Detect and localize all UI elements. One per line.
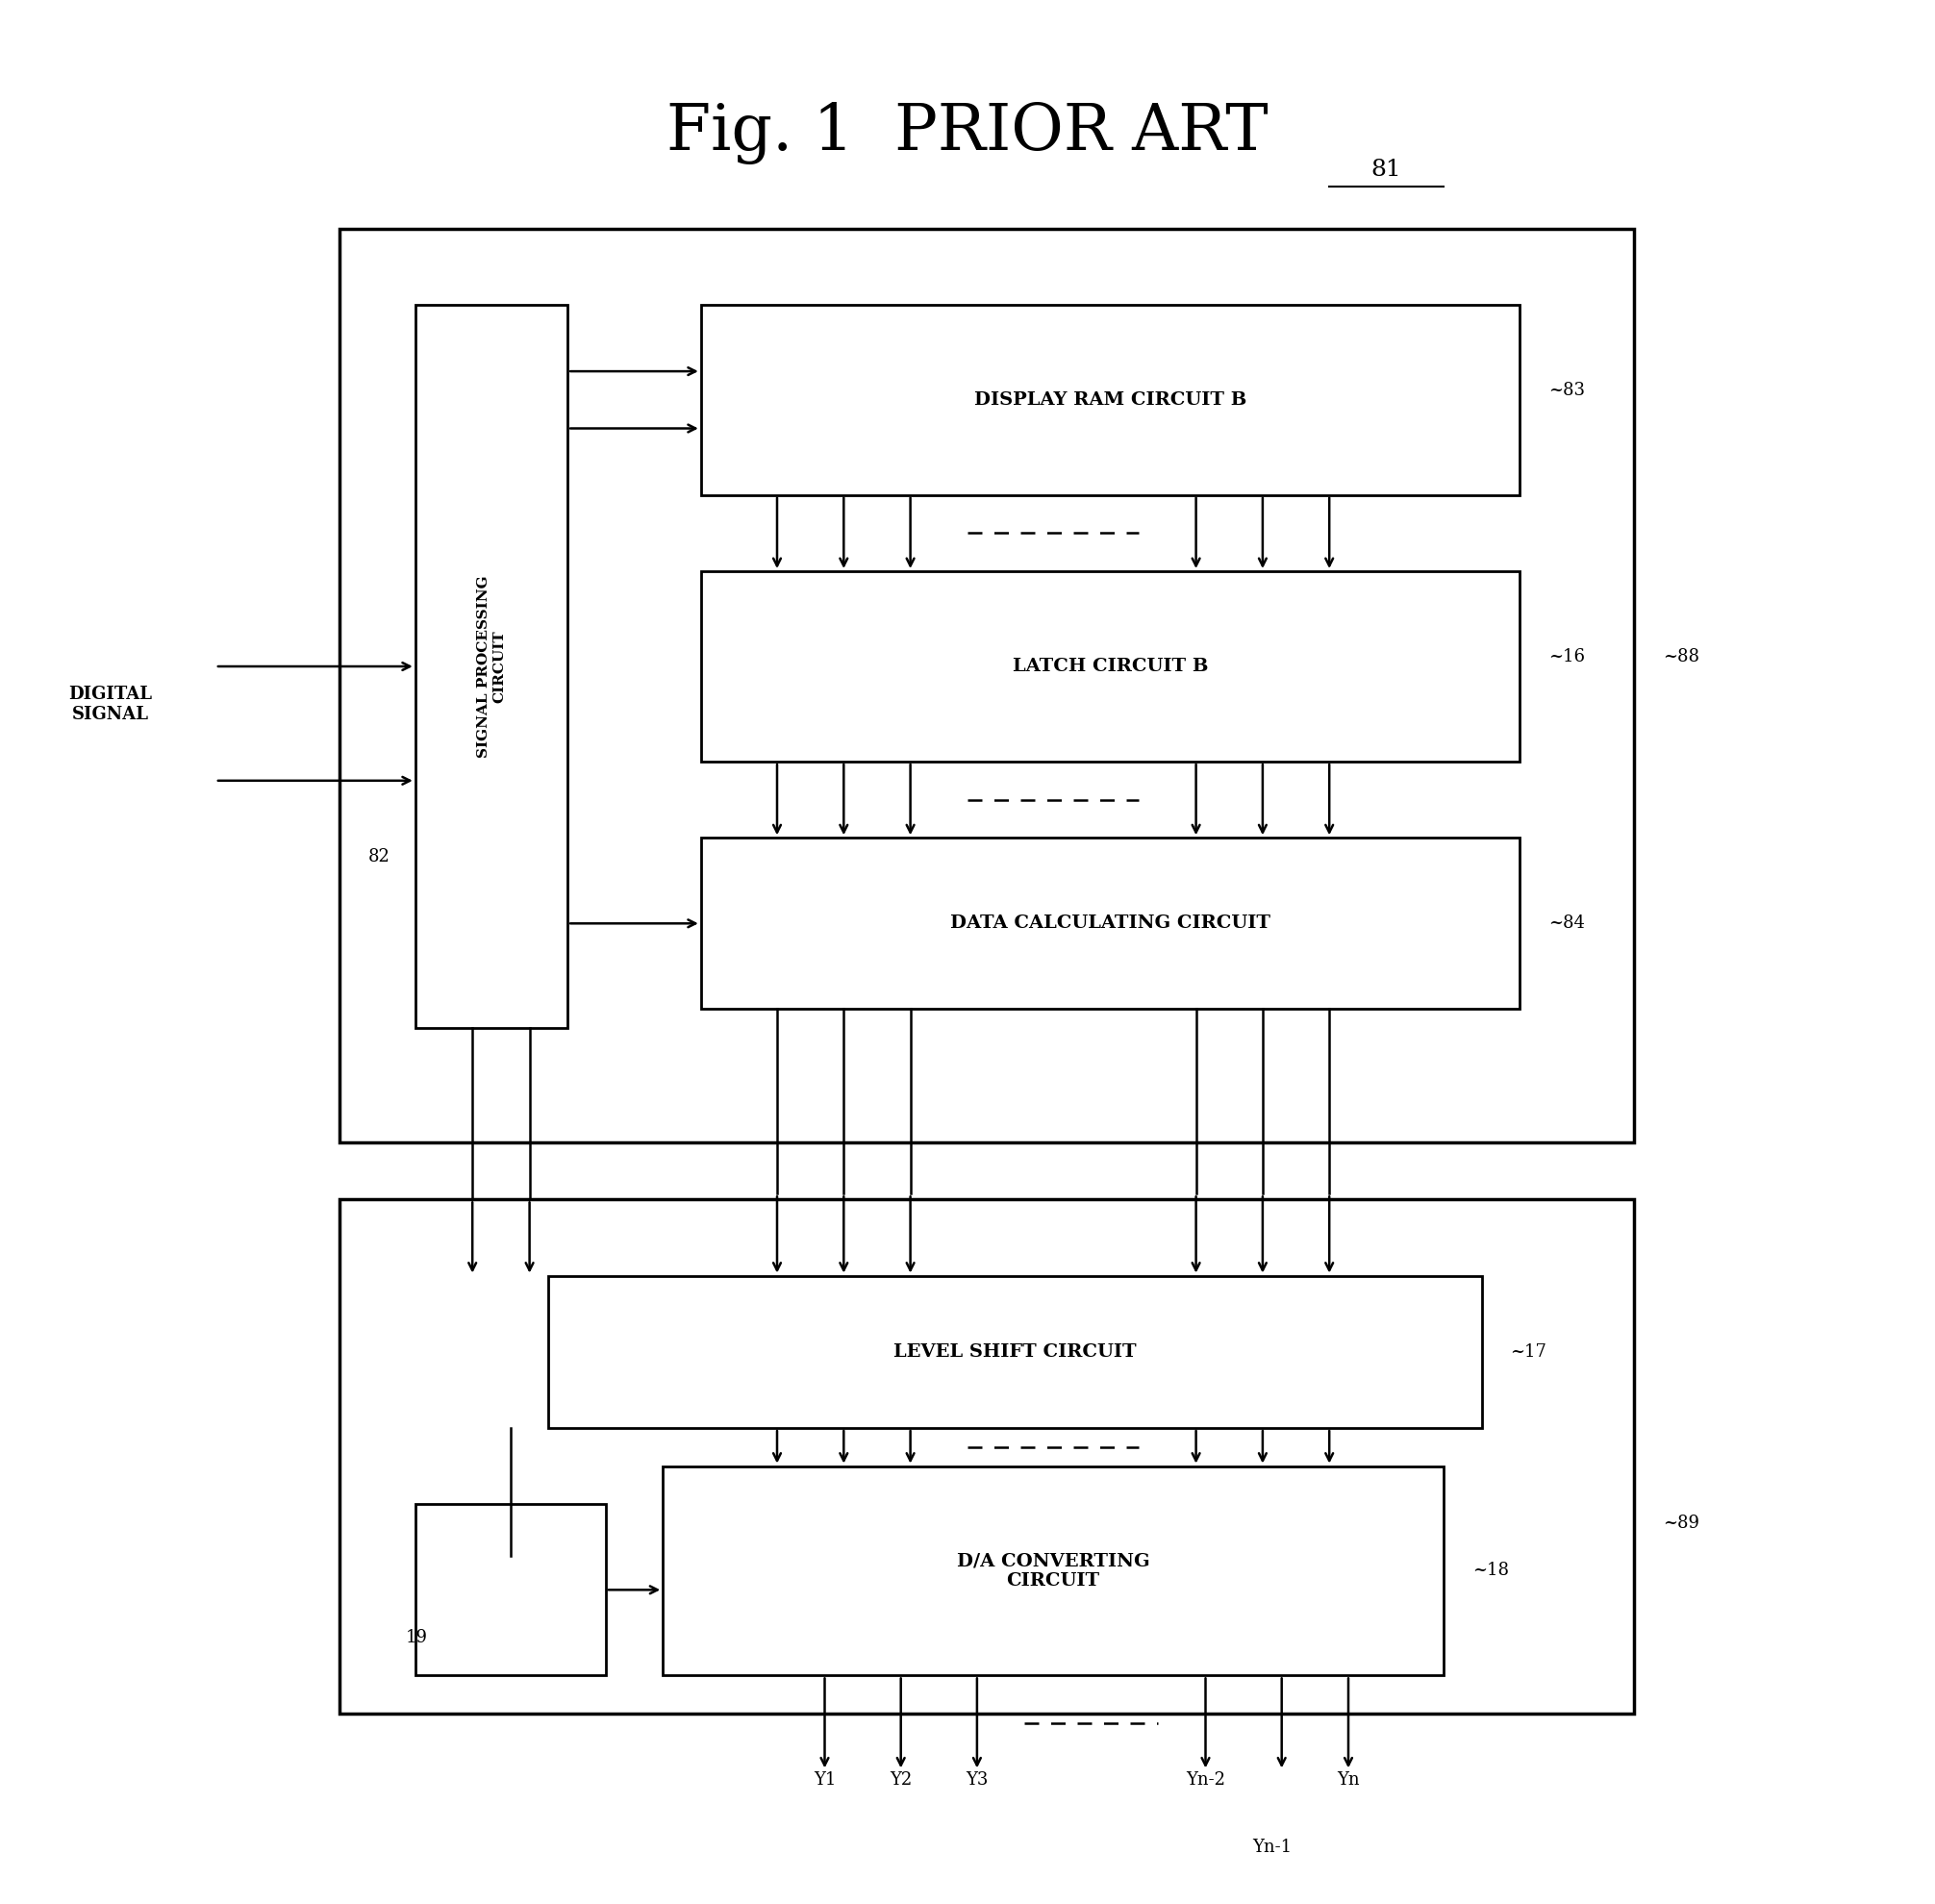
Text: LEVEL SHIFT CIRCUIT: LEVEL SHIFT CIRCUIT <box>894 1342 1136 1361</box>
Text: DISPLAY RAM CIRCUIT B: DISPLAY RAM CIRCUIT B <box>973 390 1246 409</box>
Bar <box>700 571 1519 762</box>
Text: ~17: ~17 <box>1509 1342 1546 1361</box>
Text: ~18: ~18 <box>1473 1561 1509 1580</box>
Text: ~83: ~83 <box>1548 381 1585 400</box>
Bar <box>416 1504 606 1676</box>
Text: SIGNAL PROCESSING
CIRCUIT: SIGNAL PROCESSING CIRCUIT <box>476 575 505 758</box>
Text: DATA CALCULATING CIRCUIT: DATA CALCULATING CIRCUIT <box>950 914 1271 933</box>
Text: DIGITAL
SIGNAL: DIGITAL SIGNAL <box>70 685 153 724</box>
Text: ~16: ~16 <box>1548 647 1585 666</box>
Text: 81: 81 <box>1372 158 1401 181</box>
Bar <box>700 305 1519 495</box>
Text: Y3: Y3 <box>966 1771 989 1790</box>
Text: LATCH CIRCUIT B: LATCH CIRCUIT B <box>1012 657 1207 676</box>
Text: 19: 19 <box>406 1628 428 1647</box>
Text: Yn-1: Yn-1 <box>1252 1837 1293 1856</box>
Bar <box>548 1276 1482 1428</box>
Bar <box>700 838 1519 1009</box>
Bar <box>664 1466 1444 1676</box>
Text: D/A CONVERTING
CIRCUIT: D/A CONVERTING CIRCUIT <box>956 1552 1149 1590</box>
Text: 82: 82 <box>368 847 389 866</box>
Bar <box>339 1200 1633 1714</box>
Text: Y2: Y2 <box>890 1771 911 1790</box>
Text: Yn: Yn <box>1337 1771 1360 1790</box>
Text: Fig. 1  PRIOR ART: Fig. 1 PRIOR ART <box>668 103 1267 164</box>
Text: Y1: Y1 <box>813 1771 836 1790</box>
Bar <box>416 305 567 1028</box>
Text: ~84: ~84 <box>1548 914 1585 933</box>
Text: Yn-2: Yn-2 <box>1186 1771 1225 1790</box>
Text: ~89: ~89 <box>1662 1514 1699 1533</box>
Text: ~88: ~88 <box>1662 647 1699 666</box>
Bar <box>339 228 1633 1142</box>
